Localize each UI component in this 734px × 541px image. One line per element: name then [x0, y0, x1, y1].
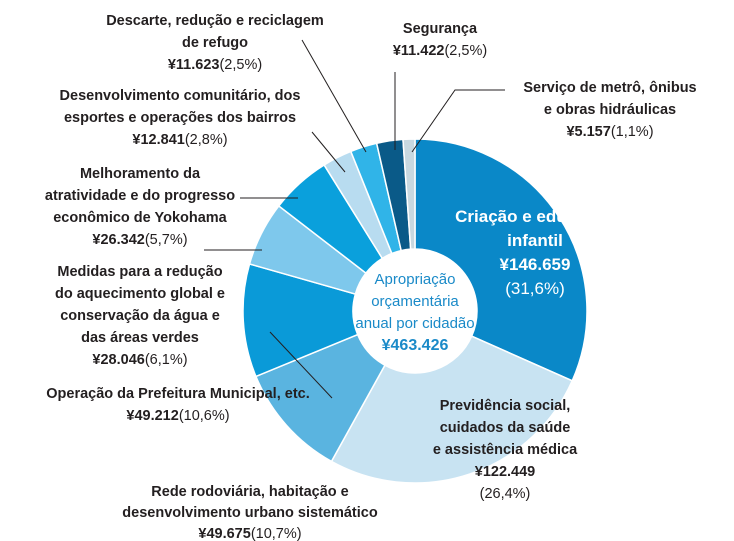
value-label: ¥49.675(10,7%): [198, 526, 301, 541]
slice-label-line: Segurança: [403, 21, 478, 37]
slice-label: Previdência social, cuidados da saúde e as…: [433, 398, 578, 458]
value-amount: ¥49.675: [198, 526, 250, 541]
donut-hole: [353, 249, 477, 373]
leader-line: [311, 131, 346, 173]
slice-label-line: Rede rodoviária, habitação e: [151, 484, 348, 500]
value-label: ¥146.659 (31,6%): [500, 255, 571, 298]
value-label: ¥26.342(5,7%): [92, 232, 187, 248]
slice-label-line: Descarte, redução e reciclagem: [106, 13, 324, 29]
value-label: ¥11.623(2,5%): [168, 57, 262, 73]
leader-line: [301, 39, 367, 153]
slice-label-line: Serviço de metrô, ônibus: [523, 80, 696, 96]
slice-label: Operação da Prefeitura Municipal, etc.: [46, 386, 310, 402]
value-amount: ¥5.157: [566, 124, 610, 140]
slice-label-line: esportes e operações dos bairros: [64, 110, 296, 126]
center-label: Apropriação orçamentária anual por cidadão: [355, 271, 474, 332]
slice-label-line: cuidados da saúde: [440, 420, 571, 436]
slice-label-line: e obras hidráulicas: [544, 102, 676, 118]
slice-label-line: Previdência social,: [440, 398, 571, 414]
value-label: ¥49.212(10,6%): [126, 408, 229, 424]
value-amount: ¥28.046: [92, 352, 144, 368]
value-amount: ¥26.342: [92, 232, 144, 248]
slice-label-line: Criação e educação: [455, 207, 615, 226]
slice-label: Desenvolvimento comunitário, dos esportes…: [60, 88, 301, 126]
value-percent: (10,6%): [179, 408, 230, 424]
leader-line: [411, 89, 505, 153]
slice-label: Criação e educação infantil: [455, 207, 615, 250]
value-amount: ¥122.449: [475, 464, 535, 480]
value-label: ¥122.449 (26,4%): [475, 464, 535, 502]
leader-line: [269, 331, 333, 399]
slice-label-line: das áreas verdes: [81, 330, 199, 346]
slice-label-line: atratividade e do progresso: [45, 188, 235, 204]
value-amount: ¥12.841: [132, 132, 184, 148]
value-percent: (10,7%): [251, 526, 302, 541]
value-percent: (2,8%): [185, 132, 228, 148]
center-value: ¥463.426: [382, 337, 449, 354]
slice-label-line: Operação da Prefeitura Municipal, etc.: [46, 386, 310, 402]
value-percent: (5,7%): [145, 232, 188, 248]
value-percent: (2,5%): [444, 43, 487, 59]
slice-label: Medidas para a redução do aquecimento glo…: [55, 264, 225, 346]
slice-label-line: desenvolvimento urbano sistemático: [122, 505, 378, 521]
value-label: ¥11.422(2,5%): [393, 43, 487, 59]
value-percent: (2,5%): [219, 57, 262, 73]
slice-label: Melhoramento da atratividade e do progres…: [45, 166, 235, 226]
slice-label-line: de refugo: [182, 35, 248, 51]
value-amount: ¥11.623: [168, 57, 220, 73]
slice-label-line: e assistência médica: [433, 442, 578, 458]
slice-label-line: Medidas para a redução: [57, 264, 222, 280]
value-amount: ¥146.659: [500, 255, 571, 274]
value-percent: (1,1%): [611, 124, 654, 140]
value-label: ¥12.841(2,8%): [132, 132, 227, 148]
slice-label-line: econômico de Yokohama: [53, 210, 227, 226]
slice-label-line: Desenvolvimento comunitário, dos: [60, 88, 301, 104]
slice-label-line: conservação da água e: [60, 308, 220, 324]
value-amount: ¥11.422: [393, 43, 445, 59]
center-label-line: anual por cidadão: [355, 315, 474, 332]
slice-label: Serviço de metrô, ônibus e obras hidráuli…: [523, 80, 696, 118]
slice-label-line: do aquecimento global e: [55, 286, 225, 302]
value-amount: ¥49.212: [126, 408, 178, 424]
slice-label-line: Melhoramento da: [80, 166, 201, 182]
center-label-line: Apropriação: [375, 271, 456, 288]
slice-label: Rede rodoviária, habitação e desenvolvime…: [122, 484, 378, 521]
slice-label-line: infantil: [507, 231, 563, 250]
value-label: ¥28.046(6,1%): [92, 352, 187, 368]
value-percent: (6,1%): [145, 352, 188, 368]
center-label-line: orçamentária: [371, 293, 459, 310]
value-percent: (31,6%): [505, 279, 565, 298]
value-percent: (26,4%): [480, 486, 531, 502]
slice-label: Descarte, redução e reciclagem de refugo: [106, 13, 324, 51]
value-label: ¥5.157(1,1%): [566, 124, 653, 140]
slice-label: Segurança: [403, 21, 478, 37]
